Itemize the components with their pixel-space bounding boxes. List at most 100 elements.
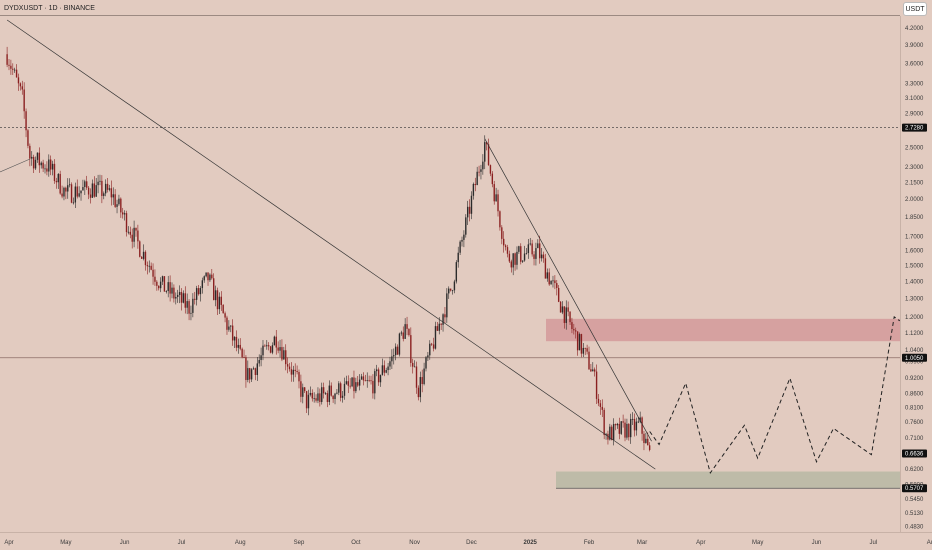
candle-body (478, 171, 480, 173)
candle-body (334, 393, 336, 400)
candle-body (444, 314, 446, 318)
resistance-zone (546, 318, 900, 342)
candle-body (374, 371, 376, 394)
candle-body (84, 181, 86, 188)
candle-body (453, 281, 456, 291)
candle-body (226, 317, 228, 330)
price-tick-label: 4.2000 (905, 26, 924, 32)
candle-body (46, 168, 48, 172)
candle-body (144, 251, 147, 266)
candle-body (554, 280, 556, 284)
candle-body (44, 168, 46, 170)
candle-body (429, 343, 431, 356)
candle-body (303, 387, 306, 392)
candle-body (349, 385, 351, 387)
candle-body (99, 180, 101, 182)
candle-body (319, 393, 321, 402)
price-tick-label: 0.9200 (905, 376, 924, 382)
candle-body (211, 274, 213, 279)
candle-body (639, 417, 641, 422)
price-badge (902, 353, 927, 362)
candle-body (504, 245, 507, 248)
candle-body (516, 251, 518, 265)
candle-body (544, 258, 547, 279)
candle-body (300, 381, 302, 397)
candle-body (239, 344, 241, 349)
candle-body (366, 380, 368, 381)
time-axis: Apr May Jun Jul Aug Sep Oct Nov Dec 2025 Feb Mar Apr… (4, 540, 932, 546)
candle-body (451, 290, 454, 292)
horizontal-lines-layer (0, 127, 900, 359)
zones-layer (546, 318, 900, 489)
time-tick-label: Feb (584, 540, 595, 546)
candle-body (611, 426, 613, 441)
candle-body (402, 332, 404, 339)
candle-body (49, 159, 52, 170)
candle-body (383, 365, 385, 373)
candle-body (311, 392, 313, 399)
candle-body (597, 398, 600, 404)
price-tick-label: 2.5000 (905, 146, 924, 152)
candle-body (404, 324, 406, 339)
candle-body (209, 274, 211, 281)
candle-body (167, 282, 169, 292)
candle-body (118, 198, 120, 205)
candle-body (425, 357, 427, 369)
candle-body (533, 254, 535, 259)
price-tick-label: 0.4830 (905, 525, 924, 531)
candle-body (351, 377, 353, 387)
candle-body (205, 272, 207, 277)
candle-body (180, 292, 183, 303)
candle-body (643, 433, 645, 443)
candle-body (133, 227, 135, 242)
candle-body (324, 393, 327, 394)
price-tick-label: 1.2000 (905, 315, 924, 321)
candle-body (436, 326, 439, 331)
candle-body (628, 423, 630, 438)
candle-body (125, 213, 128, 233)
price-tick-label: 0.7100 (905, 436, 924, 442)
candle-body (224, 313, 226, 318)
candle-body (624, 422, 626, 438)
candle-body (387, 366, 389, 371)
price-tick-label: 0.8100 (905, 406, 924, 412)
candle-body (165, 291, 168, 292)
candle-body (389, 361, 391, 367)
candle-body (339, 383, 342, 398)
candle-body (8, 64, 10, 66)
candle-body (218, 296, 221, 310)
price-tick-label: 1.6000 (905, 249, 924, 255)
candle-body (442, 314, 444, 325)
price-tick-label: 1.1200 (905, 331, 924, 337)
candle-body (114, 194, 116, 207)
time-tick-label: Oct (351, 540, 361, 546)
candle-body (446, 293, 448, 318)
currency-button[interactable]: USDT (903, 2, 927, 16)
candle-body (360, 376, 363, 380)
candle-body (358, 379, 361, 386)
candle-body (523, 253, 526, 261)
candle-body (252, 368, 255, 370)
candle-body (120, 198, 122, 213)
candle-body (29, 145, 31, 159)
candle-body (148, 265, 150, 267)
candle-body (110, 188, 113, 198)
candle-body (434, 326, 437, 349)
candle-body (279, 347, 281, 351)
candle-body (91, 183, 94, 198)
candle-body (474, 183, 476, 186)
candle-body (408, 328, 410, 336)
candle-body (249, 368, 251, 380)
candle-body (463, 234, 465, 240)
price-tick-label: 3.3000 (905, 82, 924, 88)
candle-body (466, 206, 469, 218)
price-badge (902, 484, 927, 493)
candle-body (493, 184, 495, 202)
candle-body (78, 193, 80, 197)
candle-body (262, 345, 264, 356)
candle-body (514, 253, 516, 265)
candle-body (430, 343, 433, 345)
candle-body (108, 188, 111, 190)
